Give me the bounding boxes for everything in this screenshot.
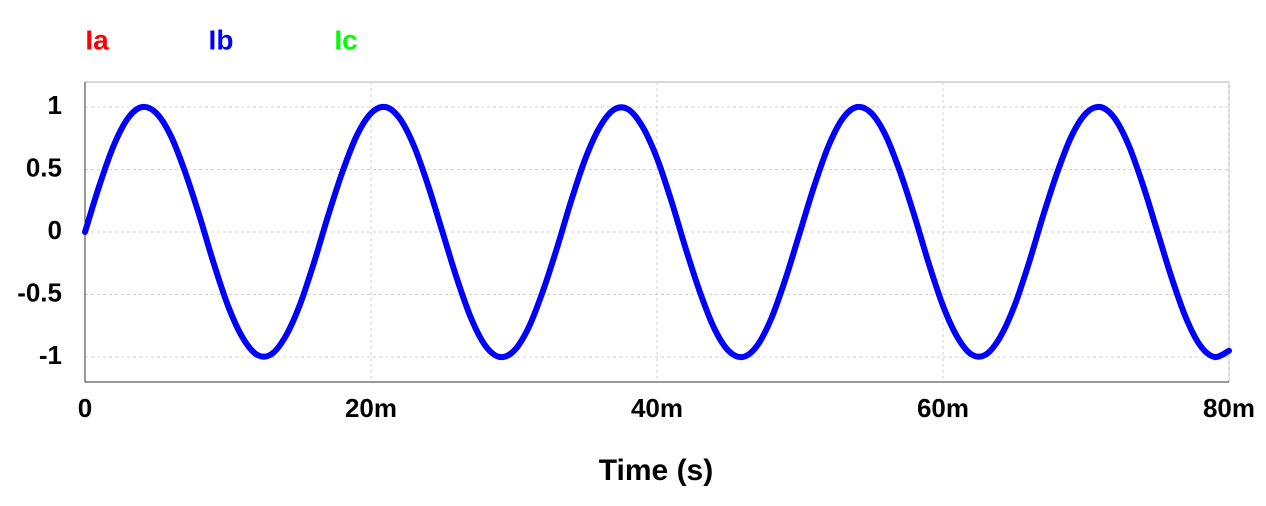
legend-entry: Ia xyxy=(85,24,109,55)
y-tick-label: 0 xyxy=(48,215,62,245)
y-tick-label: -1 xyxy=(39,340,62,370)
y-tick-label: -0.5 xyxy=(17,277,62,307)
x-tick-label: 20m xyxy=(345,393,397,423)
y-tick-label: 1 xyxy=(48,90,62,120)
series-line xyxy=(82,103,1232,361)
legend-entry: Ib xyxy=(209,24,234,55)
x-tick-label: 0 xyxy=(78,393,92,423)
x-tick-label: 80m xyxy=(1203,393,1255,423)
legend-entry: Ic xyxy=(334,24,357,55)
y-tick-label: 0.5 xyxy=(26,152,62,182)
x-axis-label: Time (s) xyxy=(599,454,713,487)
x-tick-label: 60m xyxy=(917,393,969,423)
x-tick-label: 40m xyxy=(631,393,683,423)
